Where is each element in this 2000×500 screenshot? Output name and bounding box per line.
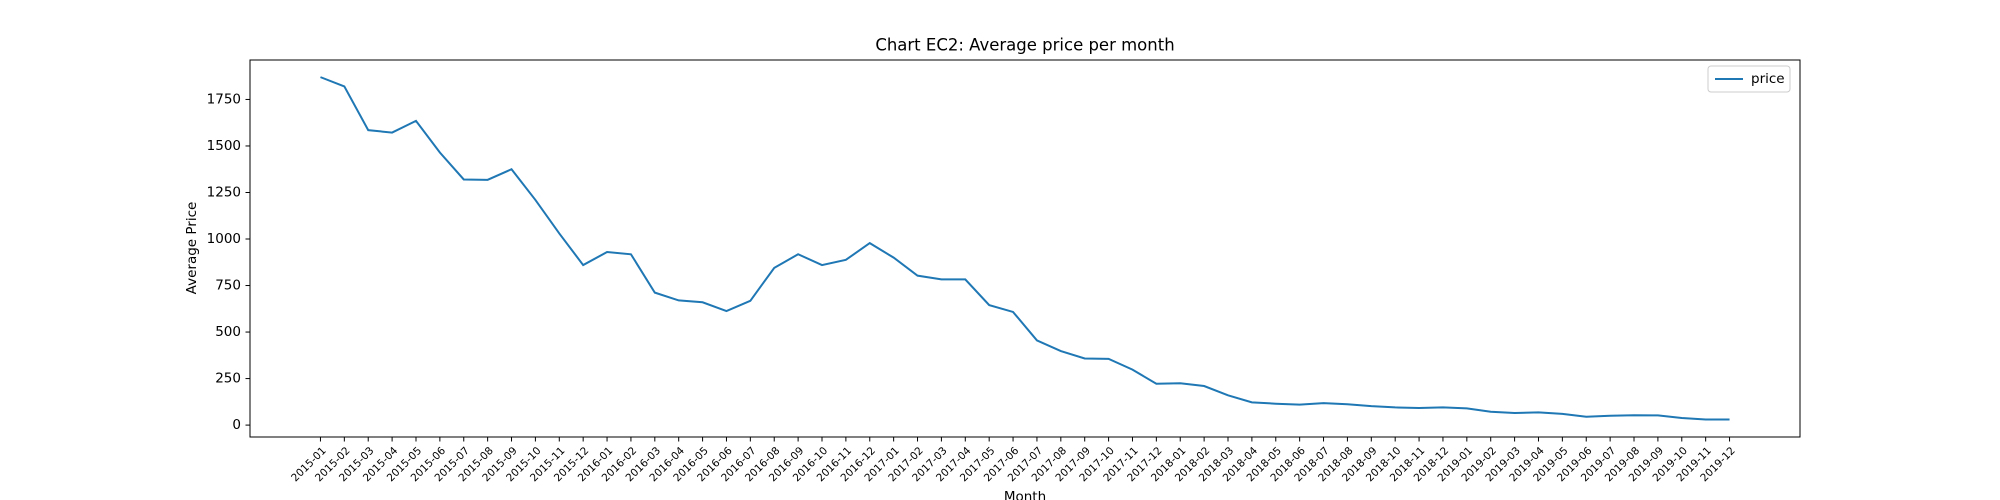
y-tick-label: 750 xyxy=(215,278,241,294)
y-tick-label: 500 xyxy=(215,324,241,340)
plot-area xyxy=(249,59,1801,438)
y-axis-label: Average Price xyxy=(184,202,200,295)
y-tick-label: 1500 xyxy=(207,138,241,154)
x-axis-label: Month xyxy=(1004,489,1046,500)
y-tick-label: 250 xyxy=(215,371,241,387)
y-tick-label: 1750 xyxy=(207,91,241,107)
line-series xyxy=(320,76,1730,421)
y-tick-label: 1000 xyxy=(207,231,241,247)
chart-title: Chart EC2: Average price per month xyxy=(875,36,1174,55)
y-tick-label: 0 xyxy=(232,417,241,433)
legend-label: price xyxy=(1751,71,1785,87)
y-tick-label: 1250 xyxy=(207,184,241,200)
legend-box xyxy=(1707,65,1791,93)
